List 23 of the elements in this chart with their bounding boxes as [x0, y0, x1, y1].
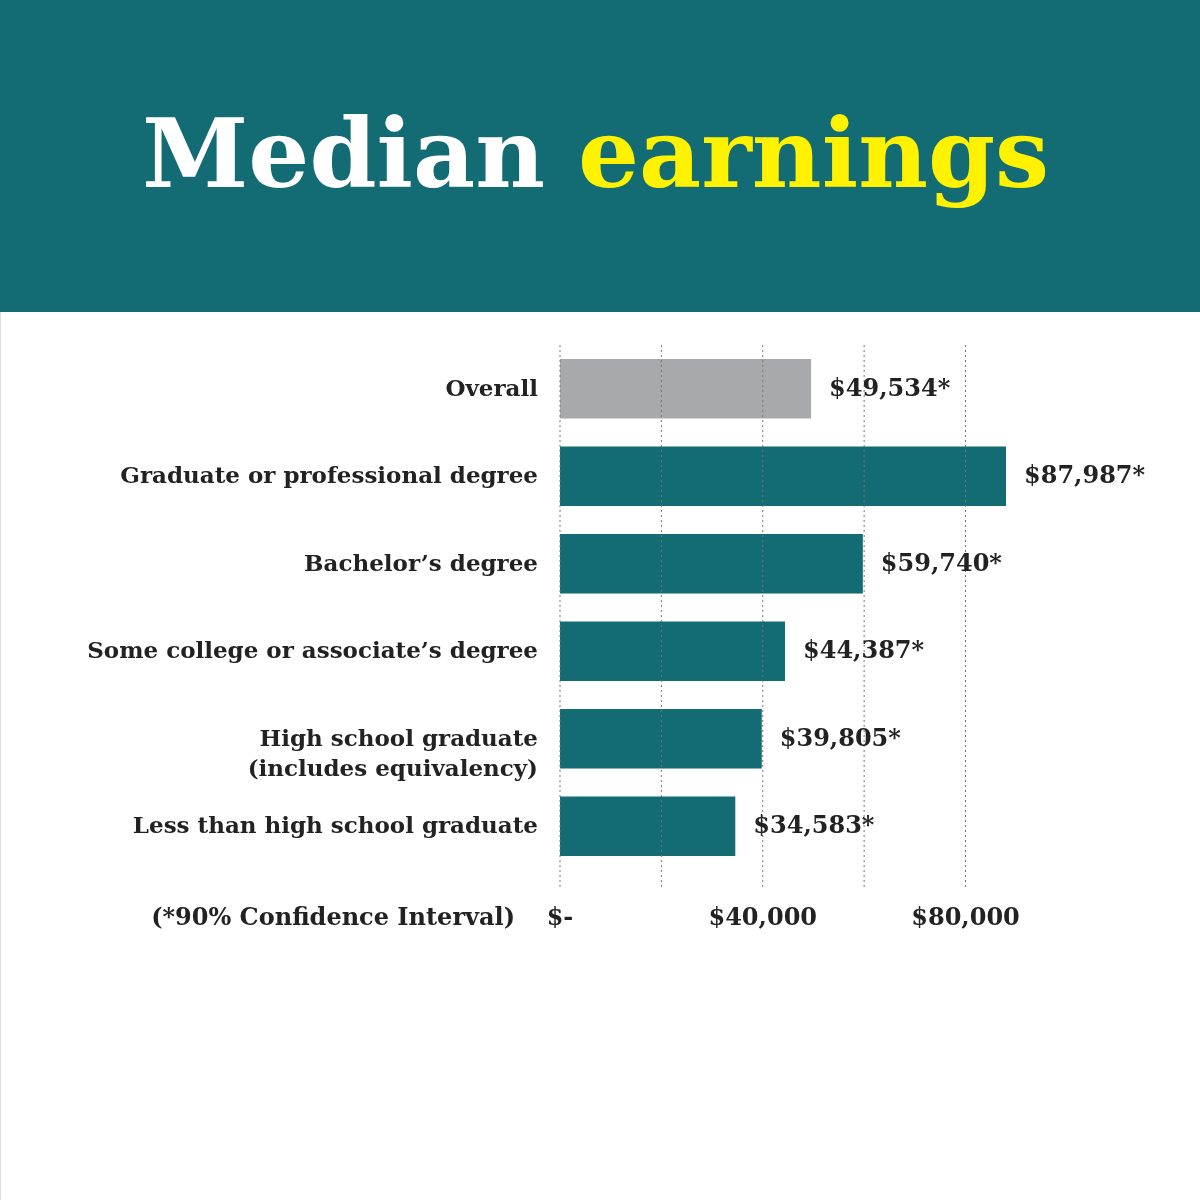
data-label: $39,805* — [779, 722, 902, 752]
data-label: $44,387* — [802, 635, 925, 665]
x-tick-label: $- — [546, 902, 574, 931]
data-label: $59,740* — [880, 547, 1003, 577]
bar — [560, 621, 785, 681]
text: (*90% Confidence Interval) — [151, 902, 515, 931]
x-tick-label: $80,000 — [911, 902, 1020, 931]
y-tick-label: Some college or associate’s degree — [87, 636, 538, 664]
data-label: $49,534* — [829, 372, 951, 402]
y-tick-label: High school graduate (includes equivalency) — [247, 723, 538, 781]
bar — [560, 796, 736, 856]
y-tick-label: Overall — [445, 373, 539, 401]
bar — [560, 446, 1006, 506]
x-tick-label: $40,000 — [708, 902, 818, 931]
y-tick-label: Less than high school graduate — [132, 811, 538, 839]
chart-title: Median earnings — [142, 97, 1050, 210]
data-label: $34,583* — [753, 810, 875, 840]
bar — [560, 359, 812, 419]
y-tick-label: Bachelor’s degree — [304, 548, 538, 576]
data-label: $87,987* — [1024, 460, 1146, 490]
bar — [560, 709, 762, 769]
bar — [560, 534, 863, 594]
y-tick-label: Graduate or professional degree — [120, 461, 538, 489]
